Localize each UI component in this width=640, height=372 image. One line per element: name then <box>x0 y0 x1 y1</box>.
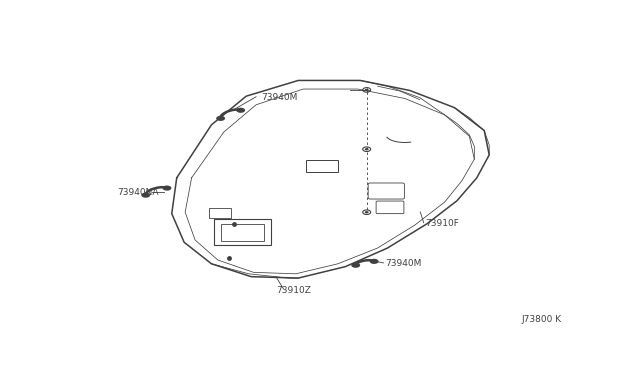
Bar <box>221 224 264 241</box>
Text: 73940M: 73940M <box>385 259 421 268</box>
Circle shape <box>236 108 245 113</box>
Circle shape <box>351 263 360 268</box>
Bar <box>214 219 271 245</box>
Text: 73940NA: 73940NA <box>117 187 159 197</box>
Circle shape <box>365 211 369 214</box>
Bar <box>306 160 338 172</box>
Circle shape <box>163 186 172 191</box>
Circle shape <box>365 148 369 150</box>
Text: 73910Z: 73910Z <box>276 286 311 295</box>
Circle shape <box>370 259 379 264</box>
Circle shape <box>216 116 225 121</box>
Circle shape <box>141 193 150 198</box>
Text: 73910F: 73910F <box>425 219 459 228</box>
Text: J73800 K: J73800 K <box>521 315 561 324</box>
Text: 73940M: 73940M <box>261 93 298 102</box>
Circle shape <box>365 89 369 91</box>
Bar <box>209 208 231 218</box>
